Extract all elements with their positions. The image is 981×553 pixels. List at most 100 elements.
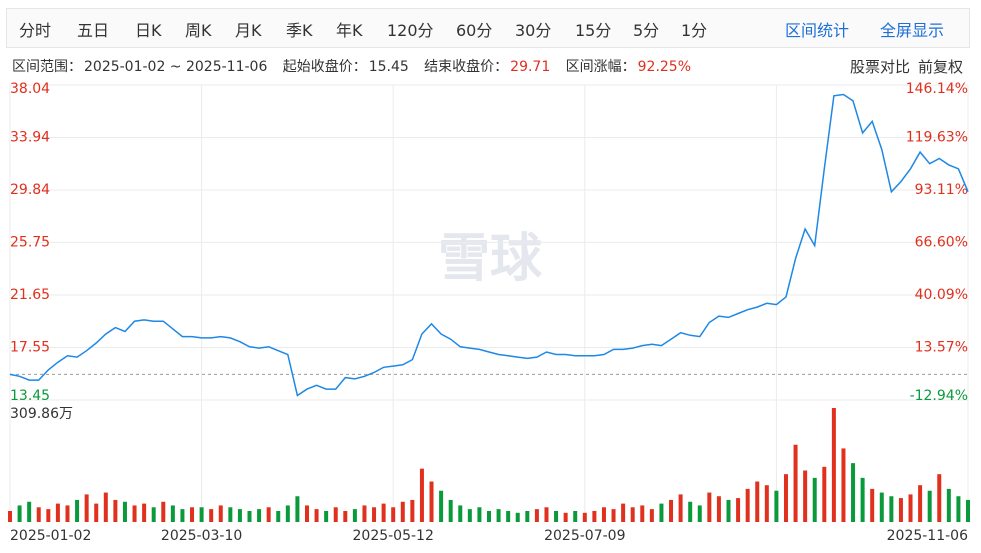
action-button[interactable]: 全屏显示	[880, 21, 945, 40]
value: 29.71	[510, 59, 551, 75]
volume-bar	[534, 509, 539, 522]
volume-bar	[55, 503, 60, 522]
y2-tick-label: 146.14%	[906, 81, 968, 97]
volume-bar	[132, 505, 137, 522]
y-tick-label: 33.94	[10, 130, 50, 146]
tab[interactable]: 日K	[135, 21, 162, 40]
tab[interactable]: 5分	[633, 21, 660, 40]
volume-bar	[170, 505, 175, 522]
volume-bar	[391, 507, 396, 522]
volume-bar	[726, 499, 731, 522]
volume-bar	[822, 466, 827, 522]
tab[interactable]: 月K	[235, 21, 262, 40]
volume-bar	[860, 477, 865, 522]
y2-tick-label: 119.63%	[906, 129, 968, 145]
volume-bar	[573, 510, 578, 522]
volume-bar	[956, 496, 961, 522]
value: 15.45	[368, 59, 409, 75]
volume-bar	[209, 509, 214, 522]
volume-bar	[477, 507, 482, 522]
tool-button[interactable]: 股票对比	[849, 58, 910, 76]
tab[interactable]: 季K	[286, 21, 313, 40]
volume-bar	[36, 507, 41, 522]
volume-bar	[927, 490, 932, 522]
volume-bar	[228, 507, 233, 522]
tab[interactable]: 120分	[387, 21, 434, 40]
y-tick-label: 17.55	[10, 339, 50, 355]
volume-bar	[601, 507, 606, 522]
tab-bar: 分时 五日 日K 周K 月K 季K 年K 120分 60分 30分 15分 5分 1分 区间统计 全屏显示	[6, 8, 970, 48]
range-info: 区间范围： 2025-01-02 ~ 2025-11-06 起始收盘价： 15.45…	[12, 56, 693, 76]
volume-bar	[554, 510, 559, 522]
label: 区间范围：	[12, 59, 82, 75]
volume-bar	[27, 501, 32, 522]
volume-bar	[218, 505, 223, 522]
volume-bar	[429, 481, 434, 522]
volume-bar	[764, 485, 769, 522]
value: 92.25%	[637, 59, 692, 75]
volume-bar	[841, 448, 846, 522]
x-tick-label: 2025-05-12	[353, 528, 434, 544]
price-line	[9, 93, 969, 397]
y-tick-label: 21.65	[10, 287, 50, 303]
value: 2025-01-02 ~ 2025-11-06	[84, 59, 268, 75]
volume-bar	[716, 496, 721, 522]
volume-bar	[343, 510, 348, 522]
tab[interactable]: 年K	[336, 21, 363, 40]
volume-bar	[372, 507, 377, 522]
volume-bar	[582, 512, 587, 522]
tab[interactable]: 60分	[456, 21, 493, 40]
volume-bar	[688, 501, 693, 522]
y2-tick-label: 13.57%	[915, 340, 968, 356]
volume-bar	[736, 498, 741, 522]
volume-bar	[563, 512, 568, 522]
volume-bar	[745, 488, 750, 522]
volume-bar	[870, 488, 875, 522]
volume-bar	[879, 492, 884, 522]
volume-bar	[946, 488, 951, 522]
volume-bar	[362, 505, 367, 522]
tab[interactable]: 30分	[515, 21, 552, 40]
volume-bar	[84, 494, 89, 522]
volume-bar	[180, 509, 185, 522]
volume-bar	[812, 477, 817, 522]
tab[interactable]: 周K	[185, 21, 212, 40]
volume-bar	[439, 490, 444, 522]
y2-tick-label: 66.60%	[915, 235, 968, 251]
volume-bar	[889, 496, 894, 522]
volume-bar	[467, 509, 472, 522]
x-tick-label: 2025-07-09	[544, 528, 625, 544]
volume-bar	[276, 510, 281, 522]
volume-bar	[257, 509, 262, 522]
y2-tick-label: 93.11%	[915, 182, 968, 198]
volume-bar	[793, 444, 798, 522]
tab[interactable]: 五日	[77, 21, 110, 40]
volume-bar	[851, 463, 856, 522]
volume-bar	[487, 510, 491, 522]
volume-bar	[496, 509, 501, 522]
x-tick-label: 2025-03-10	[161, 528, 242, 544]
volume-bar	[515, 512, 520, 522]
volume-bar	[918, 485, 923, 522]
tab[interactable]: 15分	[575, 21, 612, 40]
volume-bar	[199, 507, 204, 522]
tool-button[interactable]: 前复权	[917, 58, 963, 76]
volume-bar	[410, 499, 415, 522]
volume-bar	[774, 490, 779, 522]
volume-tick-label: 309.86万	[10, 406, 73, 422]
tab[interactable]: 分时	[19, 21, 52, 40]
action-button[interactable]: 区间统计	[785, 21, 850, 40]
volume-bar	[237, 509, 242, 522]
volume-bar	[295, 496, 300, 522]
volume-bar	[659, 503, 664, 522]
x-tick-label: 2025-11-06	[887, 528, 968, 544]
tab[interactable]: 1分	[681, 21, 708, 40]
volume-bar	[8, 510, 12, 522]
volume-bar	[669, 499, 674, 522]
label: 区间涨幅：	[565, 59, 636, 75]
volume-bar	[94, 503, 99, 522]
volume-bar	[458, 505, 463, 522]
volume-bar	[525, 510, 530, 522]
